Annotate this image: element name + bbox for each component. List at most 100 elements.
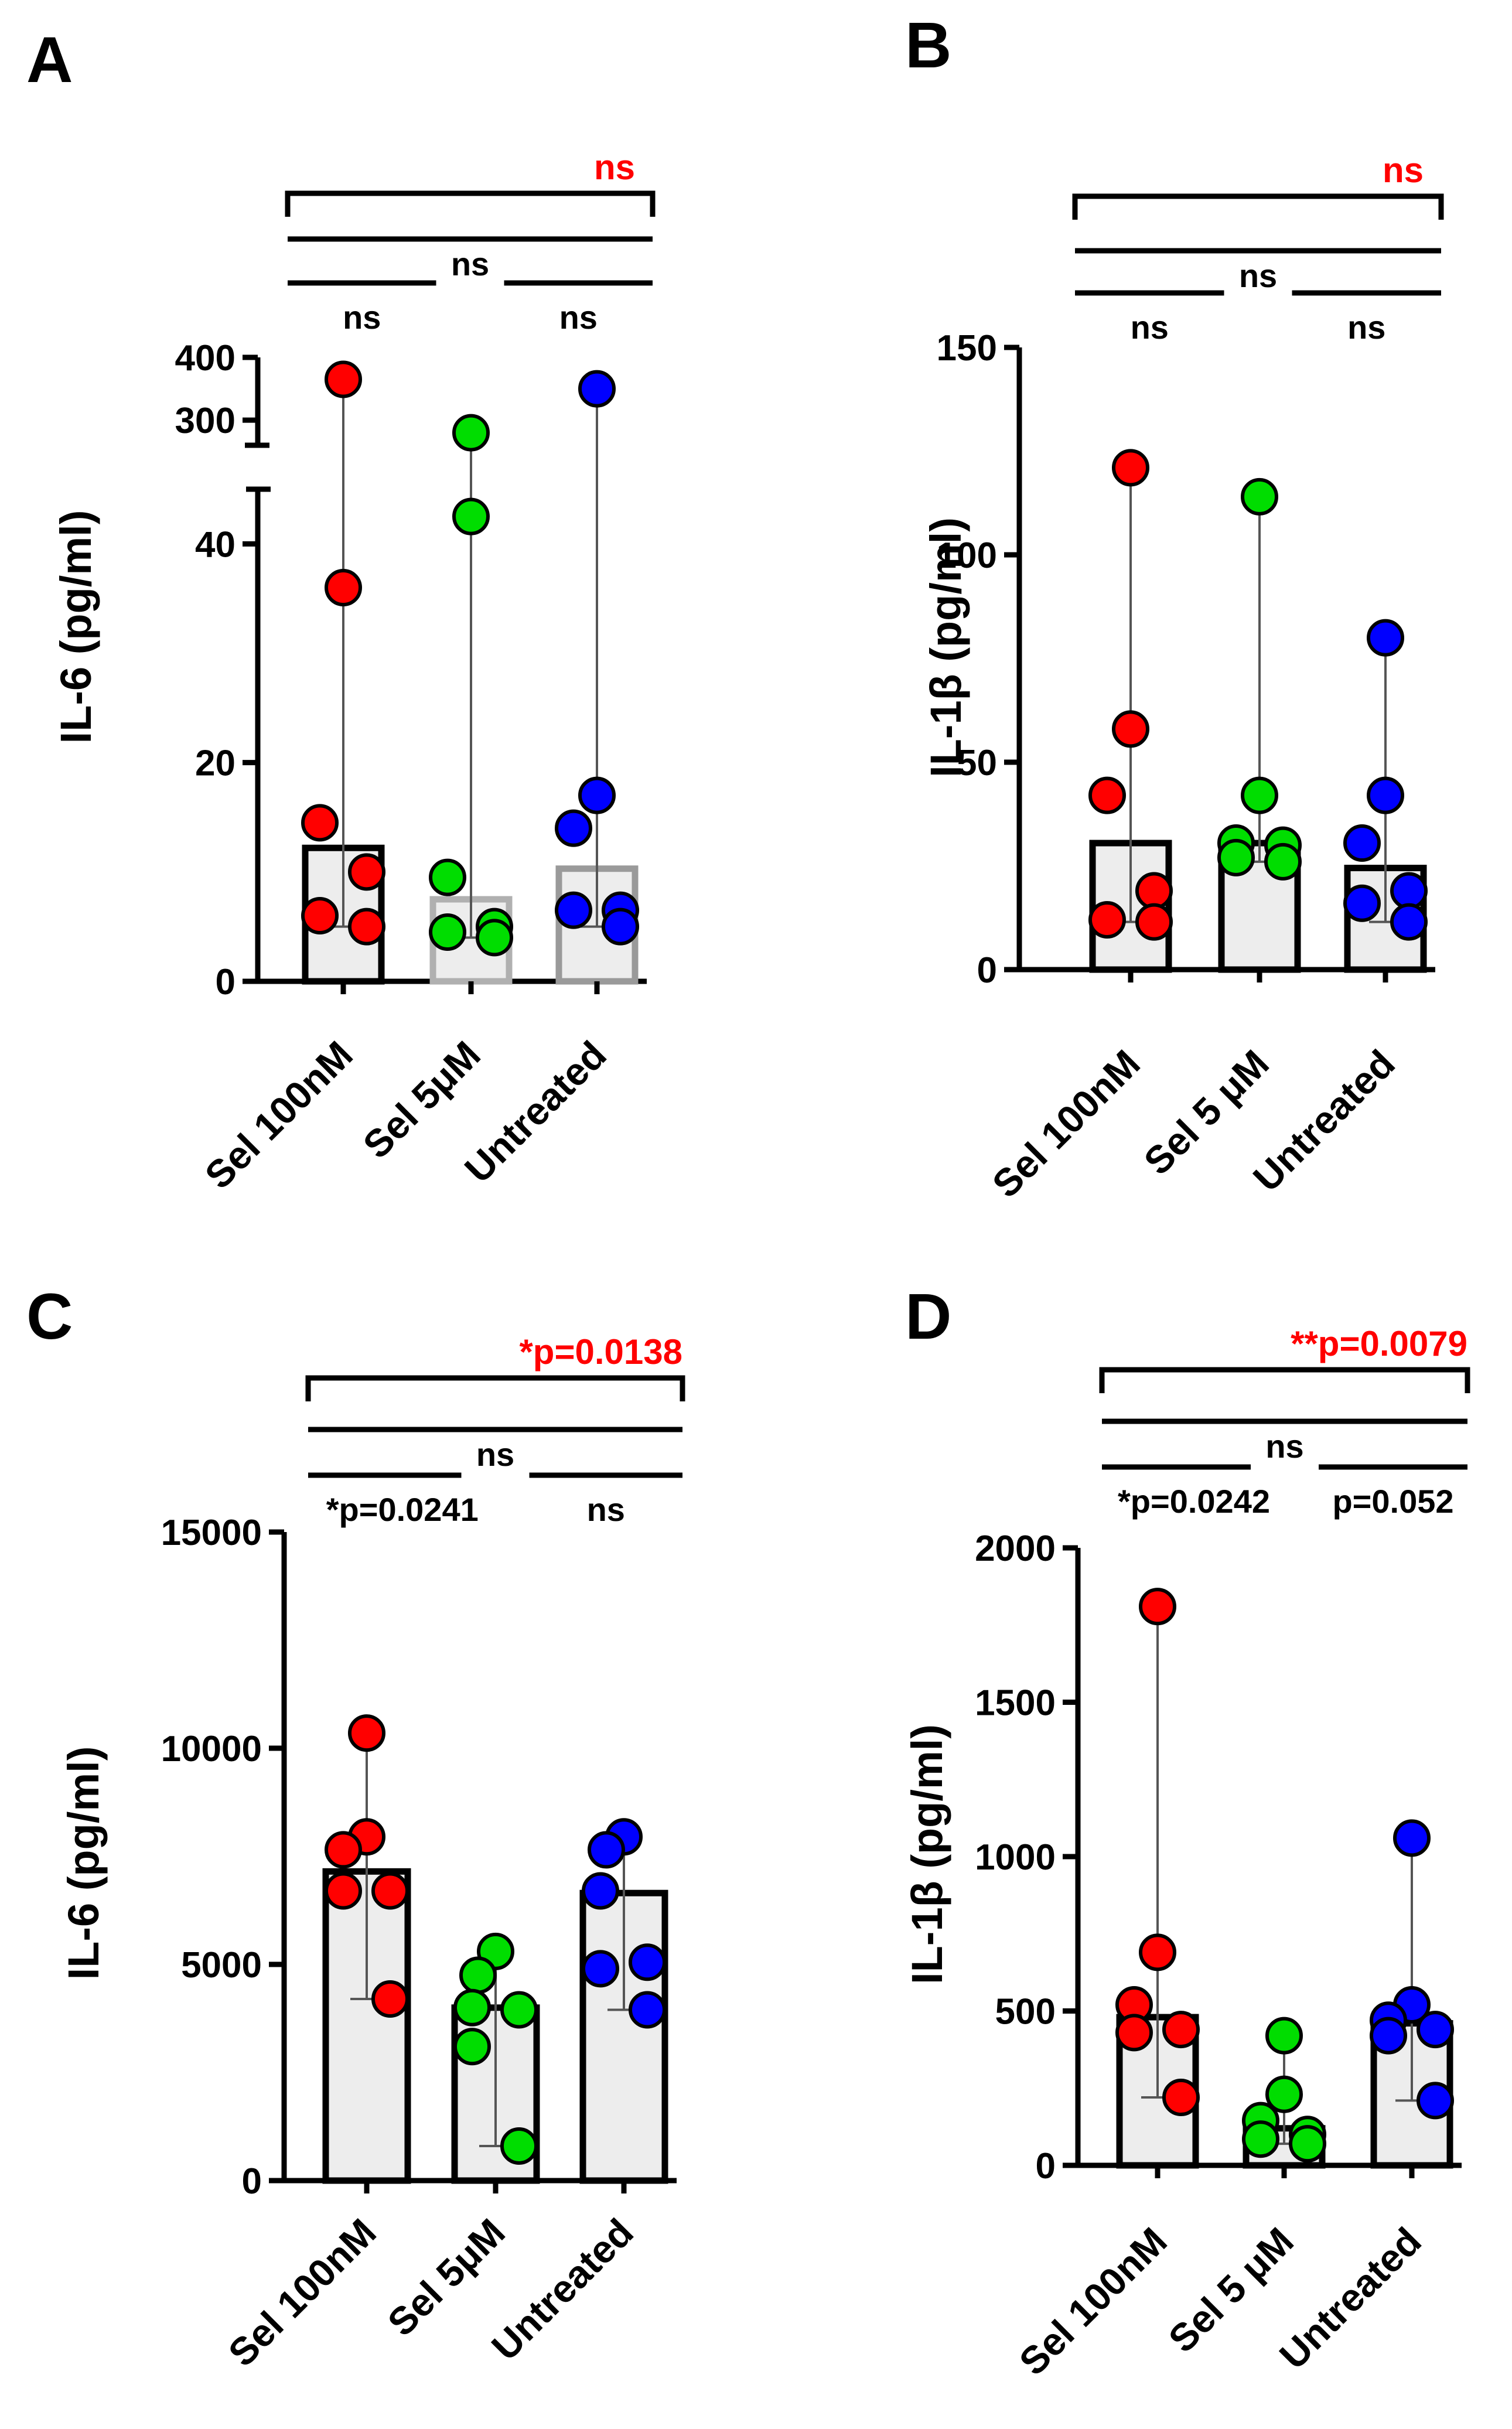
- data-point: [301, 804, 339, 842]
- significance-label: ns: [587, 1491, 625, 1528]
- data-point: [1264, 842, 1302, 881]
- data-point: [629, 1991, 666, 2029]
- y-tick-label: 150: [937, 328, 997, 369]
- data-point: [1217, 838, 1255, 876]
- data-point: [1390, 872, 1428, 910]
- data-point: [1112, 449, 1149, 487]
- significance-label: ns: [1131, 309, 1169, 346]
- data-point: [348, 853, 385, 891]
- y-tick-label: 1500: [975, 1683, 1056, 1724]
- y-tick-label: 0: [1036, 2146, 1056, 2186]
- y-tick-label: 10000: [161, 1729, 262, 1769]
- data-point: [1417, 2011, 1454, 2049]
- data-point: [371, 1980, 409, 2018]
- data-point: [1265, 2017, 1303, 2055]
- data-point: [429, 913, 466, 951]
- data-point: [452, 497, 490, 535]
- significance-label: ns: [594, 148, 635, 187]
- significance-label: ns: [1347, 309, 1385, 346]
- data-point: [578, 776, 616, 814]
- data-point: [476, 919, 513, 957]
- y-tick-label: 0: [977, 950, 997, 991]
- significance-label: *p=0.0241: [326, 1491, 479, 1528]
- data-point: [1393, 1819, 1431, 1857]
- comparison-bracket: [1099, 1367, 1470, 1393]
- data-point: [325, 1872, 362, 1910]
- data-point: [1390, 903, 1428, 941]
- data-point: [1367, 619, 1404, 657]
- data-point: [459, 1956, 497, 1994]
- data-point: [1135, 872, 1173, 910]
- category-label: Sel 100nM: [220, 2210, 384, 2375]
- significance-label: ns: [559, 299, 598, 336]
- y-tick-label: 20: [195, 743, 235, 784]
- category-label: Untreated: [1271, 2219, 1429, 2377]
- panel-c: C 0 5000 10000 15000 IL-6 (pg/ml) Sel 100nMSel…: [26, 1281, 685, 2375]
- data-point: [1162, 2011, 1200, 2049]
- data-point: [452, 414, 490, 452]
- data-point: [1241, 776, 1278, 814]
- data-point: [1417, 2082, 1454, 2120]
- significance-label: ns: [1265, 1428, 1303, 1465]
- y-tick-label: 50: [957, 743, 997, 783]
- data-point: [1088, 776, 1126, 814]
- data-point: [1135, 903, 1173, 941]
- data-point: [348, 908, 385, 946]
- y-tick-label: 300: [175, 401, 235, 441]
- data-point: [429, 858, 466, 896]
- data-point: [1115, 2014, 1153, 2052]
- y-axis-label: IL-1β (pg/ml): [903, 1724, 951, 1984]
- data-point: [1370, 2017, 1407, 2055]
- data-point: [555, 891, 592, 929]
- data-point: [555, 809, 592, 847]
- significance-label: *p=0.0138: [519, 1332, 682, 1372]
- y-axis-label: IL-6 (pg/ml): [52, 510, 100, 744]
- data-point: [500, 2127, 538, 2165]
- data-point: [453, 1988, 491, 2027]
- comparison-bracket: [305, 1375, 685, 1401]
- data-point: [325, 569, 362, 606]
- data-point: [1241, 477, 1278, 516]
- data-point: [588, 1831, 625, 1869]
- y-tick-label: 15000: [161, 1513, 262, 1553]
- category-label: Sel 100nM: [196, 1033, 361, 1198]
- panel-label: D: [905, 1281, 951, 1353]
- panel-label: C: [26, 1281, 73, 1353]
- data-point: [578, 370, 616, 408]
- significance-label: ns: [476, 1436, 514, 1473]
- data-point: [602, 908, 639, 946]
- data-point: [1139, 1933, 1176, 1971]
- significance-label: *p=0.0242: [1118, 1483, 1270, 1520]
- significance-label: p=0.052: [1332, 1483, 1453, 1520]
- y-axis-label: IL-1β (pg/ml): [921, 517, 970, 777]
- significance-label: ns: [1239, 257, 1277, 294]
- data-point: [1343, 884, 1381, 922]
- data-point: [1139, 1588, 1176, 1626]
- y-tick-label: 40: [195, 524, 235, 565]
- data-point: [301, 897, 339, 934]
- data-point: [1242, 2120, 1279, 2158]
- data-point: [1343, 824, 1381, 862]
- y-tick-label: 0: [216, 962, 235, 1002]
- data-point: [629, 1943, 666, 1981]
- significance-label: ns: [343, 299, 381, 336]
- category-label: Sel 100nM: [984, 1042, 1148, 1206]
- data-point: [500, 1991, 538, 2029]
- data-point: [325, 1831, 362, 1869]
- data-point: [1367, 776, 1404, 814]
- data-point: [582, 1872, 619, 1910]
- data-point: [348, 1714, 385, 1752]
- y-axis-label: IL-6 (pg/ml): [59, 1746, 108, 1980]
- significance-label: ns: [451, 245, 489, 282]
- category-label: Sel 5μM: [379, 2210, 513, 2345]
- data-point: [1162, 2079, 1200, 2117]
- data-point: [325, 360, 362, 398]
- data-point: [453, 2028, 491, 2066]
- panel-label: A: [26, 24, 73, 96]
- y-tick-label: 1000: [975, 1837, 1056, 1878]
- data-point: [1088, 901, 1126, 939]
